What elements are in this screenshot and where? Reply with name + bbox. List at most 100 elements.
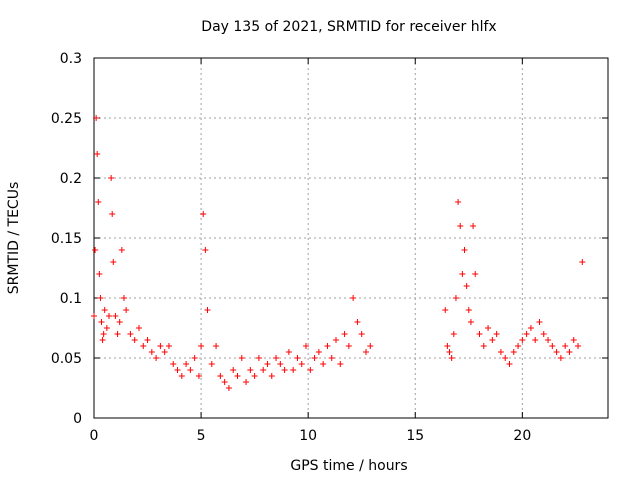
- data-point: [96, 271, 103, 277]
- data-point: [161, 349, 168, 355]
- data-point: [95, 199, 102, 205]
- x-axis-label: GPS time / hours: [290, 458, 407, 474]
- data-point: [333, 337, 340, 343]
- data-point: [273, 355, 280, 361]
- x-tick-label: 15: [406, 428, 424, 444]
- data-point: [144, 337, 151, 343]
- data-point: [465, 307, 472, 313]
- x-tick-label: 5: [197, 428, 206, 444]
- data-point: [238, 355, 245, 361]
- data-point: [337, 361, 344, 367]
- data-point: [362, 349, 369, 355]
- y-tick-label: 0.1: [60, 291, 82, 307]
- data-point: [120, 295, 127, 301]
- data-point: [553, 349, 560, 355]
- data-point: [100, 331, 107, 337]
- data-point: [105, 313, 112, 319]
- data-point: [354, 319, 361, 325]
- data-point: [110, 259, 117, 265]
- data-point: [140, 343, 147, 349]
- data-point: [562, 343, 569, 349]
- data-point: [108, 175, 115, 181]
- data-point: [234, 373, 241, 379]
- y-axis-label: SRMTID / TECUs: [6, 182, 22, 295]
- chart-title: Day 135 of 2021, SRMTID for receiver hlf…: [201, 19, 496, 35]
- data-point: [442, 307, 449, 313]
- data-point: [463, 283, 470, 289]
- data-point: [497, 349, 504, 355]
- data-point: [268, 373, 275, 379]
- data-points: [91, 115, 586, 391]
- data-point: [350, 295, 357, 301]
- data-point: [170, 361, 177, 367]
- data-point: [195, 373, 202, 379]
- data-point: [489, 337, 496, 343]
- y-tick-label: 0.25: [51, 111, 82, 127]
- data-point: [127, 331, 134, 337]
- data-point: [112, 313, 119, 319]
- data-point: [527, 325, 534, 331]
- data-point: [476, 331, 483, 337]
- data-point: [99, 337, 106, 343]
- data-point: [320, 361, 327, 367]
- data-point: [328, 355, 335, 361]
- data-point: [183, 361, 190, 367]
- data-point: [118, 247, 125, 253]
- data-point: [243, 379, 250, 385]
- data-point: [303, 343, 310, 349]
- data-point: [187, 367, 194, 373]
- data-point: [467, 319, 474, 325]
- data-point: [148, 349, 155, 355]
- data-point: [213, 343, 220, 349]
- data-point: [153, 355, 160, 361]
- data-point: [298, 361, 305, 367]
- data-point: [480, 343, 487, 349]
- data-point: [459, 271, 466, 277]
- data-point: [165, 343, 172, 349]
- data-point: [230, 367, 237, 373]
- data-point: [545, 337, 552, 343]
- data-point: [208, 361, 215, 367]
- data-point: [515, 343, 522, 349]
- data-point: [225, 385, 232, 391]
- data-point: [281, 367, 288, 373]
- data-point: [523, 331, 530, 337]
- x-tick-label: 20: [513, 428, 531, 444]
- data-point: [457, 223, 464, 229]
- data-point: [92, 247, 99, 253]
- data-point: [502, 355, 509, 361]
- data-point: [217, 373, 224, 379]
- data-point: [450, 331, 457, 337]
- data-point: [221, 379, 228, 385]
- data-point: [204, 307, 211, 313]
- data-point: [290, 367, 297, 373]
- data-point: [103, 325, 110, 331]
- y-tick-label: 0.3: [60, 51, 82, 67]
- data-point: [101, 307, 108, 313]
- data-point: [536, 319, 543, 325]
- data-point: [452, 295, 459, 301]
- data-point: [519, 337, 526, 343]
- data-point: [315, 349, 322, 355]
- data-point: [540, 331, 547, 337]
- data-point: [575, 343, 582, 349]
- data-point: [157, 343, 164, 349]
- data-point: [200, 211, 207, 217]
- x-tick-label: 0: [90, 428, 99, 444]
- data-point: [294, 355, 301, 361]
- data-point: [579, 259, 586, 265]
- data-point: [493, 331, 500, 337]
- y-tick-label: 0.05: [51, 351, 82, 367]
- data-point: [549, 343, 556, 349]
- data-point: [94, 151, 101, 157]
- data-point: [277, 361, 284, 367]
- data-point: [570, 337, 577, 343]
- data-point: [311, 355, 318, 361]
- data-point: [114, 331, 121, 337]
- data-point: [135, 325, 142, 331]
- data-point: [557, 355, 564, 361]
- data-point: [109, 211, 116, 217]
- x-tick-label: 10: [299, 428, 317, 444]
- data-point: [341, 331, 348, 337]
